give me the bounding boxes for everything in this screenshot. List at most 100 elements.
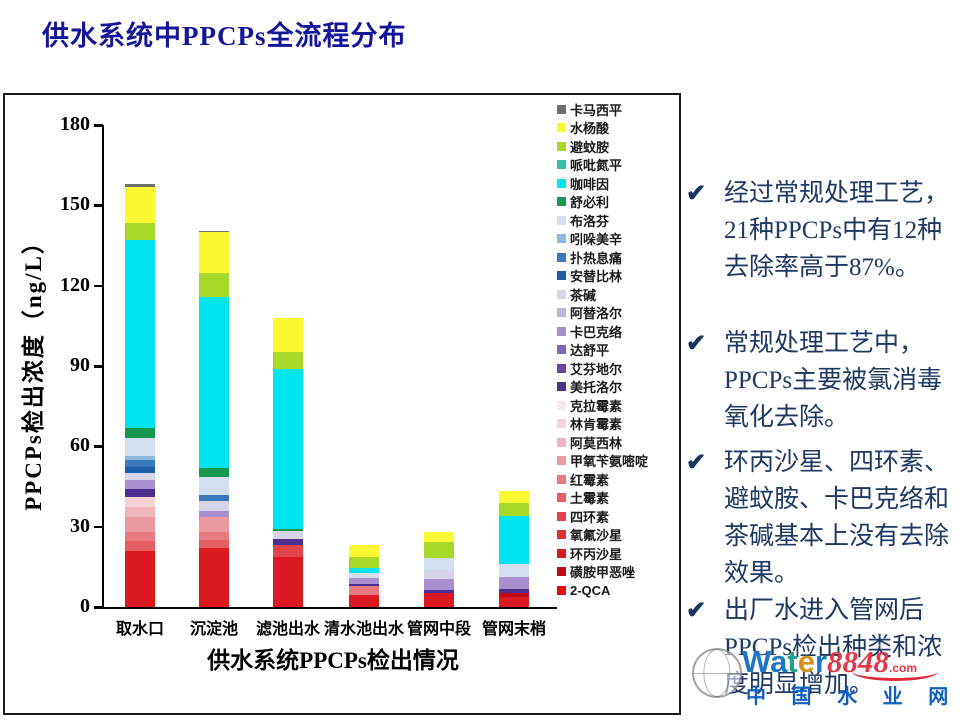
bar-segment: [199, 232, 229, 273]
legend-item: 茶碱: [557, 285, 648, 304]
bar-segment: [125, 184, 155, 187]
bar-segment: [199, 548, 229, 607]
legend-swatch-icon: [557, 326, 566, 336]
legend-item: 艾芬地尔: [557, 359, 648, 378]
check-icon: ✔: [686, 598, 707, 624]
legend-swatch-icon: [557, 530, 566, 540]
bar-segment: [199, 230, 229, 233]
bar-segment: [499, 491, 529, 503]
legend-item: 安替比林: [557, 267, 648, 286]
legend-item: 四环素: [557, 507, 648, 526]
legend-item: 土霉素: [557, 489, 648, 508]
legend-swatch-icon: [557, 567, 566, 577]
note-text: 常规处理工艺中，PPCPs主要被氯消毒氧化去除。: [724, 330, 943, 431]
y-tick-mark: [94, 525, 103, 529]
bar-segment: [499, 597, 529, 607]
bar-segment: [424, 569, 454, 580]
legend-label: 氧氟沙星: [570, 528, 623, 544]
legend-label: 达舒平: [570, 343, 610, 359]
note-text: 出厂水进入管网后PPCPs检出种类和浓度明显增加。: [724, 597, 943, 698]
y-tick-label: 150: [60, 193, 90, 216]
bar-segment: [424, 590, 454, 594]
stacked-bar-沉淀池: [199, 230, 229, 607]
bar-segment: [199, 501, 229, 512]
legend-label: 阿莫西林: [570, 435, 623, 451]
legend-item: 克拉霉素: [557, 396, 648, 415]
x-category-label: 管网末梢: [481, 621, 546, 638]
bar-segment: [349, 583, 379, 587]
bar-segment: [273, 556, 303, 607]
bar-segment: [199, 296, 229, 468]
legend-item: 环丙沙星: [557, 544, 648, 563]
legend-label: 四环素: [570, 509, 610, 525]
legend-label: 美托洛尔: [570, 380, 623, 396]
bar-segment: [199, 494, 229, 502]
bar-segment: [273, 529, 303, 532]
note-bullet: ✔ 经过常规处理工艺，21种PPCPs中有12种去除率高于87%。: [686, 175, 960, 286]
bar-segment: [199, 511, 229, 518]
bar-segment: [125, 517, 155, 533]
legend-item: 咖啡因: [557, 174, 648, 193]
legend-label: 艾芬地尔: [570, 361, 623, 377]
bar-segment: [349, 594, 379, 607]
y-tick-label: 60: [70, 434, 90, 457]
legend-label: 克拉霉素: [570, 398, 623, 414]
y-tick-mark: [94, 124, 103, 127]
legend-label: 土霉素: [570, 491, 610, 507]
note-bullet: ✔ 环丙沙星、四环素、避蚊胺、卡巴克络和茶碱基本上没有去除效果。: [686, 444, 960, 592]
legend-swatch-icon: [557, 548, 566, 558]
y-tick-mark: [94, 204, 103, 207]
legend-label: 磺胺甲恶唑: [570, 565, 636, 581]
legend-swatch-icon: [557, 511, 566, 521]
legend-item: 水杨酸: [557, 119, 648, 138]
bar-segment: [125, 459, 155, 467]
page-title: 供水系统中PPCPs全流程分布: [42, 21, 407, 51]
stacked-bar-管网末梢: [499, 491, 529, 607]
bar-segment: [125, 427, 155, 439]
bar-segment: [125, 240, 155, 428]
chart-legend: 卡马西平 水杨酸 避蚊胺 哌吡氮平 咖啡因 舒必利 布洛芬 吲哚美辛 扑热息痛 安替比林 茶碱 阿替洛…: [557, 100, 648, 600]
y-tick-mark: [94, 445, 103, 448]
legend-label: 茶碱: [570, 287, 597, 303]
bar-segment: [273, 531, 303, 539]
stacked-bar-取水口: [125, 183, 155, 607]
legend-label: 哌吡氮平: [570, 158, 623, 174]
y-tick-label: 30: [70, 514, 90, 537]
y-tick-mark: [94, 606, 103, 609]
note-bullet: ✔ 常规处理工艺中，PPCPs主要被氯消毒氧化去除。: [686, 325, 960, 436]
bar-segment: [125, 489, 155, 498]
legend-swatch-icon: [557, 252, 566, 262]
x-category-label: 管网中段: [406, 621, 471, 638]
legend-label: 水杨酸: [570, 121, 610, 137]
stacked-bar-滤池出水: [273, 317, 303, 607]
legend-swatch-icon: [557, 123, 566, 133]
legend-label: 卡马西平: [570, 102, 623, 118]
y-tick-label: 180: [60, 113, 90, 135]
bar-segment: [499, 515, 529, 565]
y-tick-label: 0: [80, 595, 90, 617]
bar-segment: [349, 573, 379, 579]
bar-segment: [273, 352, 303, 369]
legend-label: 咖啡因: [570, 176, 610, 192]
legend-label: 舒必利: [570, 195, 610, 211]
bar-segment: [349, 545, 379, 557]
x-category-label: 滤池出水: [255, 621, 320, 638]
legend-item: 吲哚美辛: [557, 230, 648, 249]
bar-segment: [273, 317, 303, 353]
bar-segment: [499, 502, 529, 516]
legend-swatch-icon: [557, 456, 566, 466]
legend-label: 林肯霉素: [570, 417, 623, 433]
x-axis-title: 供水系统PPCPs检出情况: [207, 648, 459, 673]
bar-segment: [424, 532, 454, 542]
legend-swatch-icon: [557, 419, 566, 429]
legend-swatch-icon: [557, 382, 566, 392]
watermark-letter: e: [797, 644, 815, 679]
legend-item: 林肯霉素: [557, 415, 648, 434]
check-icon: ✔: [686, 181, 707, 207]
note-text: 环丙沙星、四环素、避蚊胺、卡巴克络和茶碱基本上没有去除效果。: [724, 449, 950, 587]
bar-segment: [125, 541, 155, 551]
bar-segment: [349, 586, 379, 595]
x-category-label: 取水口: [115, 621, 164, 638]
bar-segment: [199, 517, 229, 533]
bar-segment: [125, 479, 155, 490]
